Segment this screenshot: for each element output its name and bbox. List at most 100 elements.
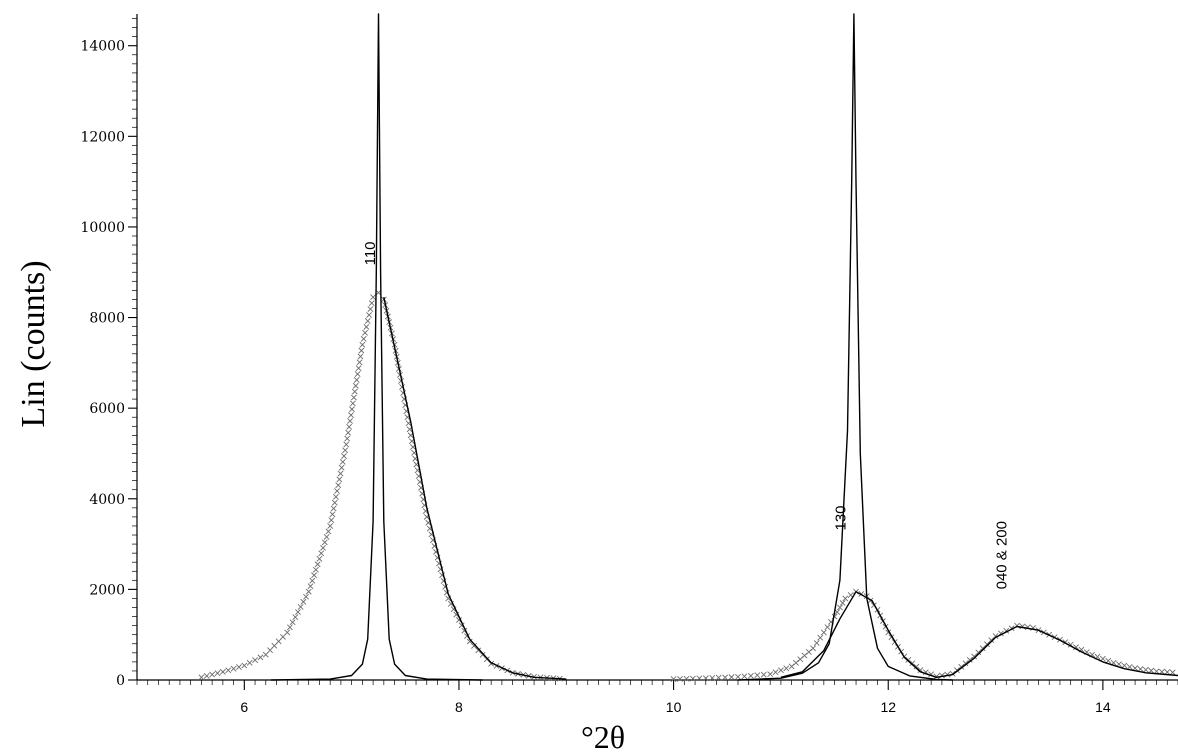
data-point [702,675,709,682]
data-point [342,447,349,454]
data-point [343,441,350,448]
y-tick-label: 10000 [80,220,125,236]
data-point [337,470,344,477]
data-point [368,300,375,307]
data-point [209,671,216,678]
data-point [741,673,748,680]
x-tick-labels: 6 8 10 12 14 [240,699,1110,715]
fit-line-3 [780,591,1178,678]
data-point [307,583,314,590]
data-point [321,539,328,546]
data-point [214,670,221,677]
data-point [219,668,226,675]
data-point [246,659,253,666]
data-point [783,665,790,672]
data-point [1169,669,1176,676]
data-point [813,640,820,646]
data-point [334,488,340,494]
data-point [754,672,761,679]
data-point [689,675,696,682]
data-point [958,663,965,670]
data-point [300,598,307,605]
data-point [287,624,293,631]
data-point [203,673,210,679]
data-point [252,657,258,663]
data-point [316,555,323,562]
data-point [312,566,319,573]
data-point [772,669,779,676]
data-point [331,499,338,506]
data-point [353,376,360,383]
y-tick-label: 4000 [89,492,125,508]
data-point [351,388,358,395]
peak-label: 130 [832,505,849,530]
data-point [793,659,799,666]
data-point [933,673,940,680]
y-tick-label: 0 [116,673,125,689]
data-point [336,476,343,483]
data-point [817,634,824,641]
data-point [797,656,804,663]
data-point [267,647,273,654]
data-point [345,429,352,436]
measured-points-0 [198,289,563,682]
data-point [297,604,304,610]
data-point [328,517,335,524]
data-point [820,629,827,636]
data-point [1121,662,1128,669]
data-point [696,675,703,682]
data-point [366,312,372,318]
data-point [323,533,330,540]
data-point [1148,667,1155,674]
data-point [320,544,326,551]
x-tick-label: 6 [240,699,248,715]
y-axis-title: Lin (counts) [15,260,52,427]
data-point [349,400,356,407]
data-point [962,660,969,667]
y-tick-label: 2000 [89,582,125,598]
y-tick-label: 8000 [89,311,125,327]
data-point [466,638,473,645]
fit-line-2 [737,13,953,681]
data-point [352,382,359,389]
data-point [722,674,729,681]
data-point [358,347,365,354]
data-point [327,523,334,529]
data-point [289,619,296,626]
data-point [839,600,846,606]
data-point [280,633,286,640]
data-point [355,365,362,372]
data-point [453,611,460,618]
data-point [356,359,363,366]
data-point [359,341,366,348]
data-point [295,609,301,615]
x-axis-title: °2θ [581,719,625,755]
peak-label: 110 [362,241,379,265]
fit-line-1 [383,297,567,680]
data-point [370,294,377,301]
data-point [325,528,332,535]
data-point [305,588,312,595]
data-point [346,423,353,430]
data-point [683,675,690,682]
data-point [360,335,367,342]
data-point [788,663,795,670]
plot-series [198,13,1178,683]
data-point [777,667,784,674]
data-point [341,453,347,459]
data-point [330,505,337,512]
data-point [1126,663,1133,670]
y-tick-labels: 0 2000 4000 6000 8000 10000 12000 14000 [80,39,125,689]
data-point [335,482,342,489]
data-point [992,633,999,639]
y-tick-label: 14000 [80,39,125,55]
data-point [236,664,242,671]
data-point [677,675,683,682]
measured-points-1 [670,588,1176,683]
data-point [354,371,361,377]
data-point [1142,666,1149,673]
data-point [488,660,495,667]
data-point [471,643,477,649]
data-point [303,593,309,600]
